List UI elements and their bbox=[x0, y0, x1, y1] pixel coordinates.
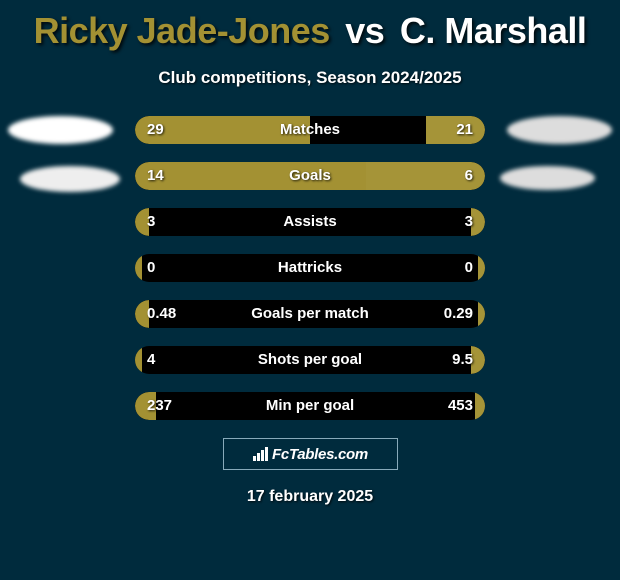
stat-rows: 2921Matches 146Goals 33Assists 00Hattricks 0… bbox=[135, 116, 485, 420]
stat-row: 146Goals bbox=[135, 162, 485, 190]
decor-ellipse bbox=[507, 116, 612, 144]
chart-area: 2921Matches 146Goals 33Assists 00Hattricks 0… bbox=[0, 116, 620, 420]
decor-ellipse bbox=[20, 166, 120, 192]
stat-metric-label: Shots per goal bbox=[135, 346, 485, 374]
brand-box: FcTables.com bbox=[223, 438, 398, 470]
stat-row: 49.5Shots per goal bbox=[135, 346, 485, 374]
comparison-title: Ricky Jade-Jones vs C. Marshall bbox=[0, 0, 620, 52]
subtitle: Club competitions, Season 2024/2025 bbox=[0, 68, 620, 88]
stat-metric-label: Matches bbox=[135, 116, 485, 144]
chart-icon bbox=[252, 446, 268, 462]
date-text: 17 february 2025 bbox=[0, 488, 620, 506]
stat-row: 2921Matches bbox=[135, 116, 485, 144]
stat-row: 33Assists bbox=[135, 208, 485, 236]
stat-metric-label: Hattricks bbox=[135, 254, 485, 282]
decor-ellipse bbox=[500, 166, 595, 190]
stat-row: 0.480.29Goals per match bbox=[135, 300, 485, 328]
player1-name: Ricky Jade-Jones bbox=[34, 10, 330, 51]
stat-metric-label: Goals per match bbox=[135, 300, 485, 328]
stat-row: 237453Min per goal bbox=[135, 392, 485, 420]
brand-text: FcTables.com bbox=[272, 446, 368, 463]
stat-row: 00Hattricks bbox=[135, 254, 485, 282]
stat-metric-label: Goals bbox=[135, 162, 485, 190]
stat-metric-label: Assists bbox=[135, 208, 485, 236]
vs-separator: vs bbox=[345, 10, 384, 51]
player2-name: C. Marshall bbox=[400, 10, 587, 51]
decor-ellipse bbox=[8, 116, 113, 144]
stat-metric-label: Min per goal bbox=[135, 392, 485, 420]
